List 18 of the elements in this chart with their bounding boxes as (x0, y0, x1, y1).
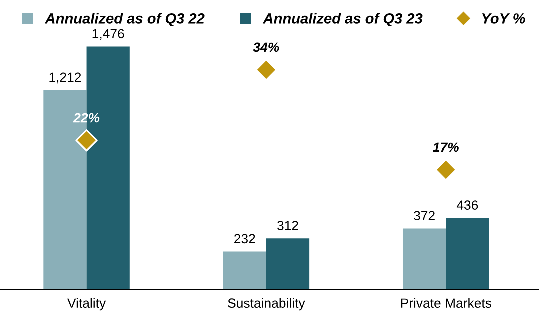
legend-label: Annualized as of Q3 22 (44, 13, 205, 27)
x-tick-label: Private Markets (401, 298, 492, 308)
data-label: 436 (456, 200, 478, 210)
x-tick-label: Sustainability (228, 298, 306, 311)
legend-label: YoY % (482, 14, 526, 24)
data-label: 1,212 (50, 72, 82, 84)
x-tick-label: Vitality (68, 298, 106, 311)
data-label: 372 (414, 211, 435, 221)
data-label: 17% (433, 142, 459, 152)
bar (223, 252, 266, 290)
data-label: 34% (253, 42, 280, 52)
data-label: 232 (234, 234, 256, 244)
bar (446, 218, 490, 290)
data-label: 1,476 (92, 29, 124, 40)
data-label: 312 (278, 221, 298, 230)
legend-label: Annualized as of Q3 23 (262, 13, 423, 27)
bar (402, 228, 446, 290)
bar (266, 238, 310, 290)
